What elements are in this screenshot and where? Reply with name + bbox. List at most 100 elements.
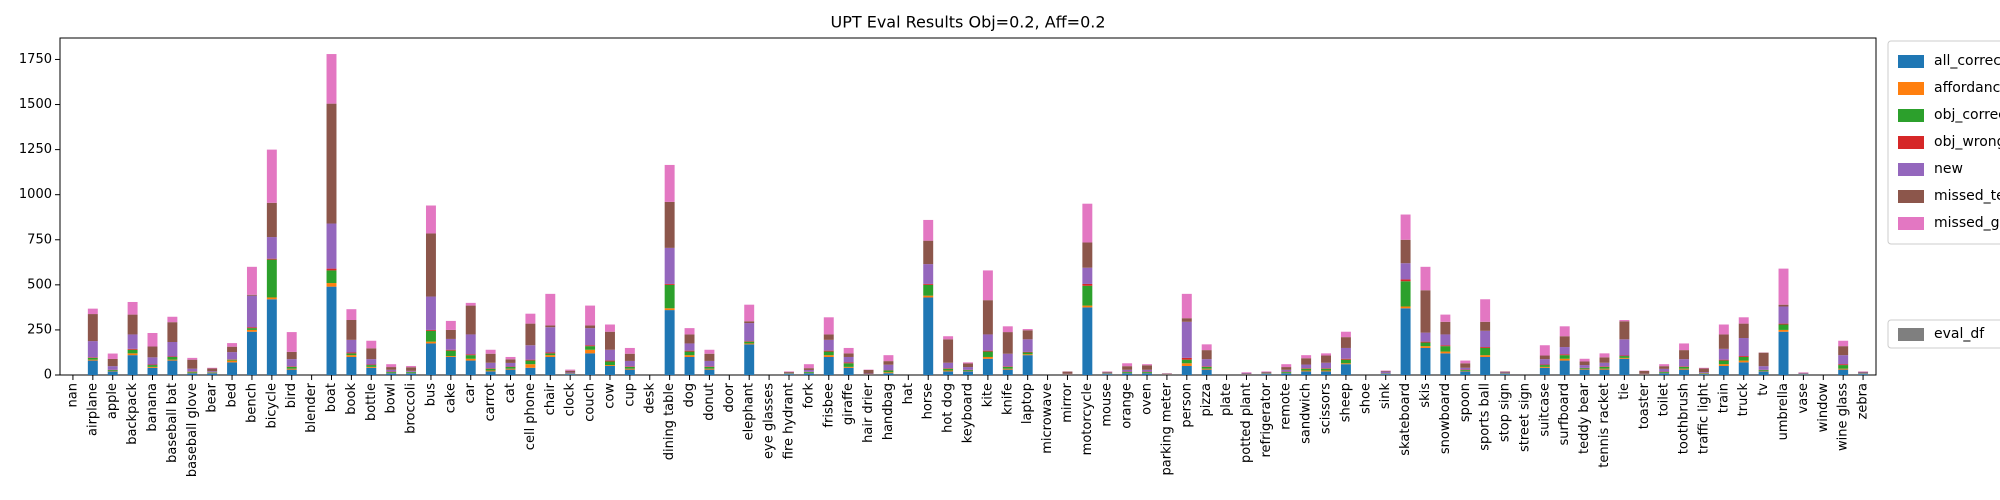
bar-segment <box>246 295 257 328</box>
x-tick-label: cake <box>443 383 458 413</box>
bar-segment <box>883 372 894 374</box>
legend-swatch <box>1898 82 1924 95</box>
bar-segment <box>1718 360 1729 365</box>
bar-segment <box>286 351 297 360</box>
bar-segment <box>127 348 138 350</box>
bar-segment <box>943 339 954 363</box>
bar-segment <box>1022 329 1033 331</box>
bar-segment <box>286 332 297 352</box>
bar-segment <box>1619 339 1630 356</box>
bar-segment <box>246 327 257 329</box>
bar-segment <box>1599 353 1610 358</box>
x-tick-label: oven <box>1140 383 1155 415</box>
bar-segment <box>386 373 397 375</box>
bar-segment <box>704 360 715 367</box>
bar-segment <box>1261 371 1272 373</box>
bar-segment <box>565 374 576 375</box>
y-tick-label: 750 <box>27 232 52 247</box>
bar-segment <box>1619 357 1630 359</box>
bar-segment <box>624 360 635 367</box>
bar-segment <box>1718 364 1729 366</box>
bar-segment <box>1102 371 1113 373</box>
bar-segment <box>1758 366 1769 370</box>
x-tick-label: scissors <box>1319 383 1334 434</box>
bar-segment <box>406 373 417 375</box>
x-tick-label: clock <box>563 383 578 417</box>
bar-segment <box>1559 336 1570 348</box>
bar-segment <box>923 283 934 285</box>
bar-segment <box>585 325 596 329</box>
bar-segment <box>246 328 257 330</box>
bar-segment <box>803 369 814 372</box>
bar-segment <box>624 366 635 367</box>
bar-segment <box>1778 324 1789 330</box>
bar-segment <box>187 371 198 373</box>
bar-segment <box>87 357 98 358</box>
bar-segment <box>366 340 377 349</box>
bar-segment <box>664 310 675 375</box>
bar-segment <box>704 366 715 367</box>
bar-segment <box>1142 373 1152 375</box>
bar-segment <box>943 368 954 369</box>
bar-segment <box>1301 355 1312 359</box>
bar-segment <box>1181 363 1192 366</box>
bar-segment <box>1679 369 1690 375</box>
bar-segment <box>744 321 755 324</box>
bar-segment <box>843 356 854 363</box>
bar-segment <box>286 366 297 367</box>
bar-segment <box>1122 363 1133 367</box>
bar-segment <box>1281 367 1292 370</box>
bar-segment <box>744 341 755 344</box>
bar-segment <box>684 350 695 352</box>
bar-segment <box>1778 268 1789 305</box>
x-tick-label: bicycle <box>264 383 279 428</box>
bar-segment <box>585 305 596 326</box>
bar-segment <box>1659 368 1670 372</box>
bar-segment <box>107 366 118 370</box>
x-tick-label: sheep <box>1338 383 1353 422</box>
bar-segment <box>1619 356 1630 358</box>
bar-segment <box>406 370 417 372</box>
x-tick-label: bed <box>225 383 240 408</box>
bar-segment <box>1698 372 1709 374</box>
bar-segment <box>1420 347 1431 375</box>
legend-label: missed_te <box>1934 188 2000 204</box>
bar-segment <box>346 355 357 357</box>
y-tick-label: 500 <box>27 277 52 292</box>
bar-segment <box>386 371 397 373</box>
bar-segment <box>1858 374 1869 375</box>
bar-segment <box>1858 372 1869 374</box>
bar-segment <box>266 149 277 203</box>
bar-segment <box>1340 359 1351 364</box>
bar-segment <box>1022 355 1033 375</box>
bar-segment <box>326 270 337 284</box>
bar-segment <box>1679 368 1690 370</box>
bar-segment <box>1122 366 1133 370</box>
bar-segment <box>1142 365 1152 370</box>
x-tick-label: donut <box>702 383 717 421</box>
bar-segment <box>1340 337 1351 348</box>
y-tick-label: 1000 <box>19 187 52 202</box>
bar-segment <box>227 360 238 363</box>
bar-segment <box>1201 350 1212 360</box>
bar-segment <box>1559 354 1570 356</box>
bar-segment <box>565 370 576 373</box>
bar-segment <box>1679 350 1690 360</box>
bar-segment <box>1758 371 1769 375</box>
bar-segment <box>1440 345 1451 347</box>
bar-segment <box>1758 352 1769 367</box>
bar-segment <box>127 353 138 356</box>
x-tick-label: fork <box>801 383 816 409</box>
bar-segment <box>1659 373 1670 375</box>
bar-segment <box>1181 293 1192 319</box>
bar-segment <box>1340 363 1351 365</box>
bar-segment <box>823 317 834 335</box>
x-tick-label: snowboard <box>1438 383 1453 454</box>
x-tick-label: chair <box>543 382 558 415</box>
bar-segment <box>425 233 436 297</box>
bar-segment <box>1858 371 1869 373</box>
bar-segment <box>445 356 456 375</box>
x-tick-label: toilet <box>1657 383 1672 416</box>
bar-segment <box>923 295 934 298</box>
x-tick-label: orange <box>1120 383 1135 429</box>
